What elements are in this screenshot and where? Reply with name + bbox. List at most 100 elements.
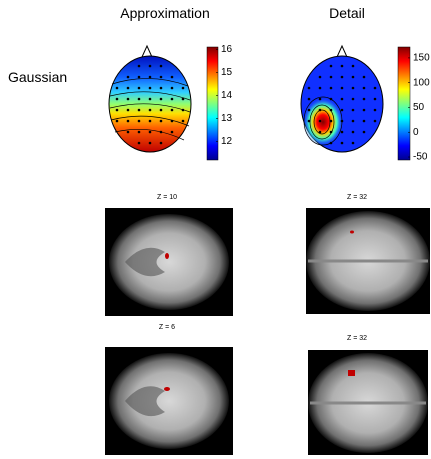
electrode [352,65,355,68]
electrode [160,76,163,79]
electrode [352,142,355,145]
electrode [319,76,322,79]
electrode [341,142,344,145]
electrode [116,87,119,90]
brain-slice [105,347,233,455]
electrode [319,87,322,90]
electrode [374,120,377,123]
electrode [374,98,377,101]
colorbar-tick-label: 12 [221,136,233,147]
electrode [149,65,152,68]
electrode [352,76,355,79]
electrode [116,109,119,112]
row-label: Gaussian [8,69,67,85]
electrode [138,142,141,145]
electrode [116,98,119,101]
electrode [341,87,344,90]
electrode [149,98,152,101]
electrode [352,98,355,101]
electrode [319,131,322,134]
electrode [341,76,344,79]
brain-slice [306,208,430,314]
electrode [138,98,141,101]
electrode [319,98,322,101]
electrode [149,142,152,145]
electrode [374,109,377,112]
electrode [160,120,163,123]
electrode [116,120,119,123]
electrode [138,109,141,112]
electrode [127,120,130,123]
electrode [341,109,344,112]
colorbar-tick-label: 15 [221,67,233,78]
electrode [330,120,333,123]
electrode [182,109,185,112]
electrode [160,87,163,90]
electrode [160,109,163,112]
electrode [363,109,366,112]
electrode [374,87,377,90]
brain-slice [308,350,428,455]
electrode [127,76,130,79]
electrode [341,65,344,68]
electrode [308,98,311,101]
electrode [149,87,152,90]
electrode [352,120,355,123]
electrode [160,142,163,145]
colorbar-tick-label: 150 [413,53,430,64]
electrode [352,87,355,90]
electrode [330,109,333,112]
electrode [319,109,322,112]
electrode [363,98,366,101]
electrode [363,76,366,79]
colorbar-tick-label: 13 [221,113,233,124]
electrode [149,120,152,123]
electrode [330,142,333,145]
electrode [319,120,322,123]
figure: Approximation Detail Gaussian 16 15 14 13 12… [0,0,431,459]
column-title: Approximation [120,5,210,21]
colorbar-tick-label: 50 [413,102,425,113]
colorbar [207,47,218,160]
electrode [127,98,130,101]
slice-label: Z = 32 [347,335,367,342]
electrode [171,131,174,134]
electrode [341,131,344,134]
electrode [308,87,311,90]
electrode [149,109,152,112]
electrode [182,98,185,101]
slice-label: Z = 10 [157,194,177,201]
electrode [330,76,333,79]
column-title: Detail [329,5,365,21]
slice-label: Z = 6 [159,324,175,331]
electrode [127,131,130,134]
electrode [363,120,366,123]
colorbar [398,47,410,160]
electrode [138,120,141,123]
electrode [308,120,311,123]
electrode [330,98,333,101]
electrode [127,87,130,90]
electrode [182,120,185,123]
electrode [138,131,141,134]
electrode [308,109,311,112]
electrode [127,109,130,112]
colorbar-tick-label: 16 [221,44,233,55]
electrode [341,98,344,101]
electrode [138,76,141,79]
electrode [171,109,174,112]
slice-label: Z = 32 [347,194,367,201]
electrode [171,98,174,101]
electrode [363,87,366,90]
electrode [171,76,174,79]
colorbar-tick-label: 0 [413,127,419,138]
electrode [171,87,174,90]
electrode [352,131,355,134]
electrode [363,131,366,134]
electrode [138,65,141,68]
colorbar-tick-label: 14 [221,90,233,101]
colorbar-tick-label: 100 [413,77,430,88]
electrode [182,87,185,90]
electrode [160,131,163,134]
electrode [171,120,174,123]
